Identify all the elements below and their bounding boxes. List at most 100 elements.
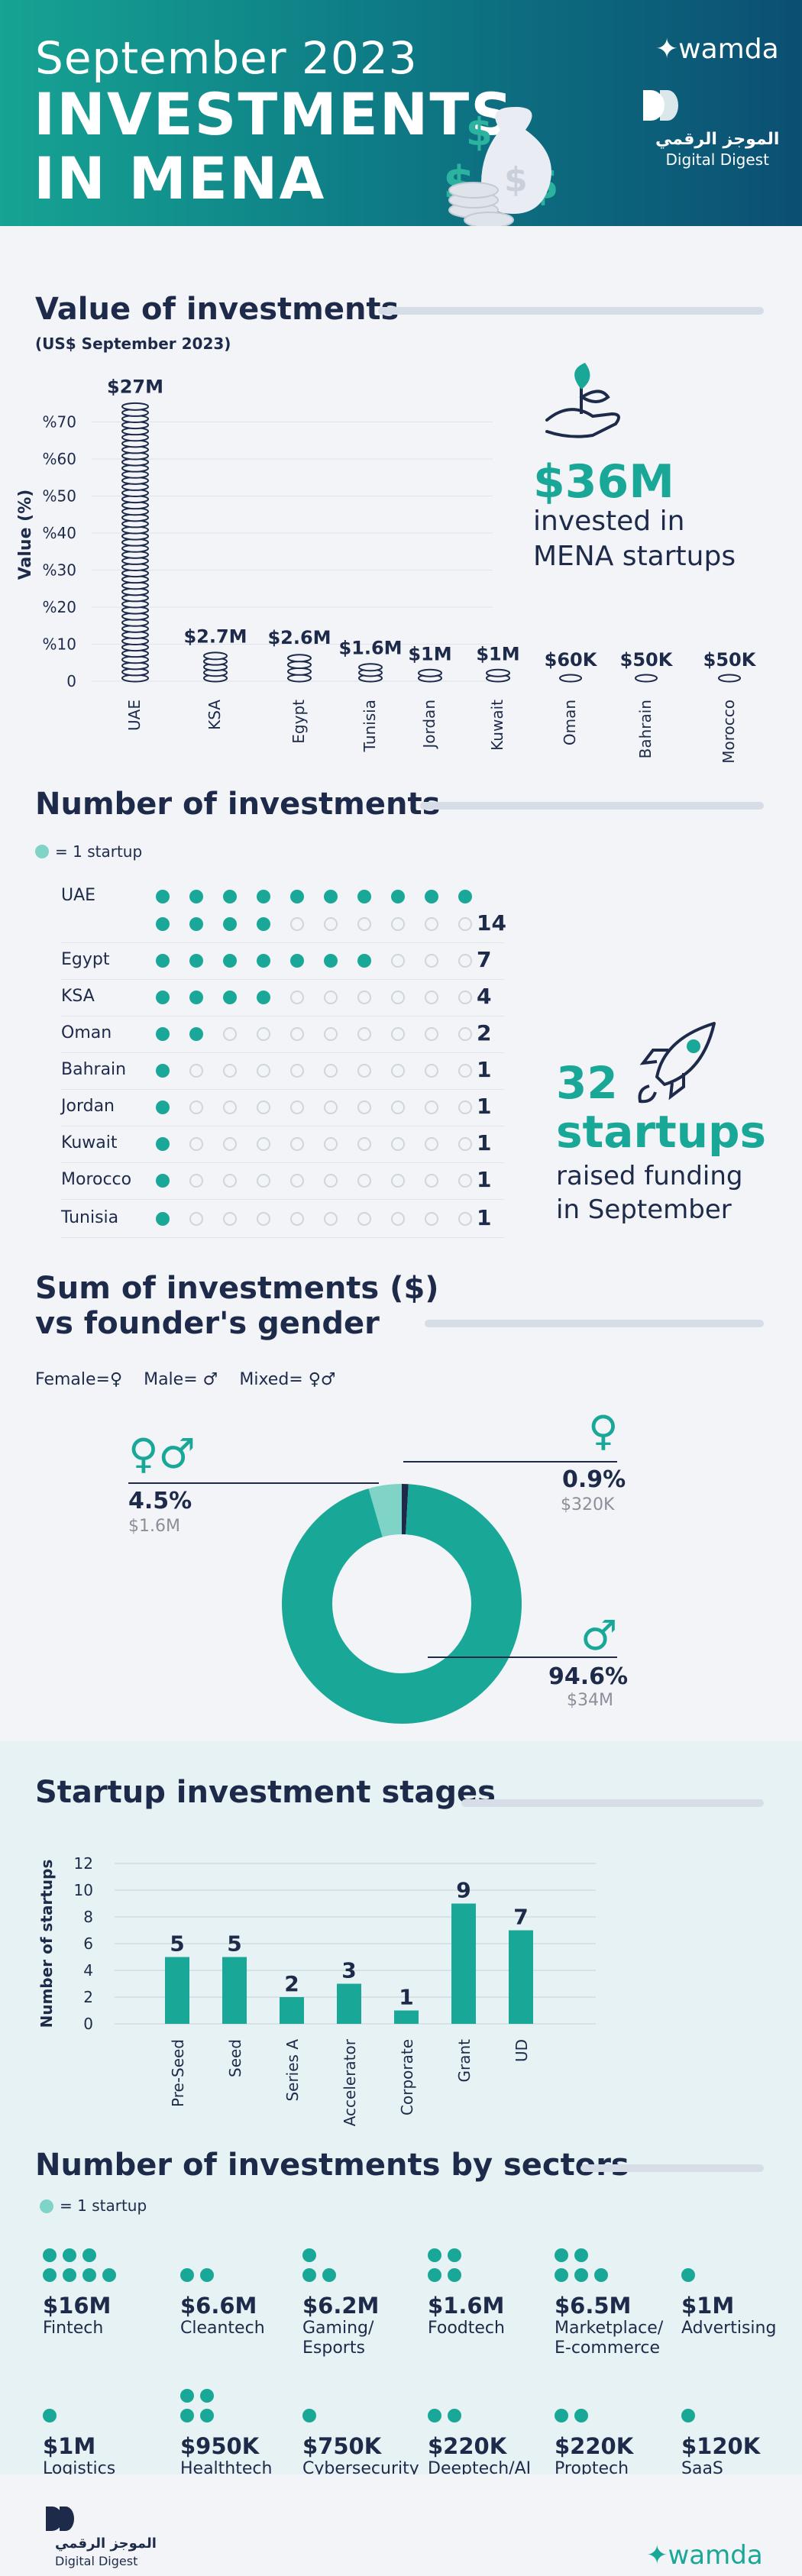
- number-row-label: Kuwait: [61, 1133, 118, 1152]
- value-callout-line1: invested in: [533, 506, 685, 537]
- stage-data-label: 2: [284, 1971, 299, 1996]
- sector-startup-dot: [555, 2248, 568, 2262]
- startup-dot-empty: [223, 1064, 237, 1078]
- coin-mark: [121, 402, 149, 411]
- sector-dots: [428, 2245, 505, 2288]
- stages-ytick-label: 2: [83, 1988, 93, 2006]
- startup-dot-empty: [391, 1137, 405, 1151]
- value-ytick-label: %70: [43, 413, 76, 431]
- value-ytick-label: %60: [43, 450, 76, 468]
- startup-dot-empty: [223, 1101, 237, 1114]
- sector-startup-dot: [180, 2409, 194, 2422]
- sector-startup-dot: [428, 2409, 441, 2422]
- value-xtick-label: Jordan: [420, 700, 438, 750]
- stages-ytick-label: 8: [83, 1908, 93, 1926]
- sector-dots: [180, 2245, 265, 2288]
- male-amount: $34M: [567, 1691, 613, 1710]
- startup-dot-empty: [458, 917, 472, 931]
- startup-dot-empty: [324, 1137, 338, 1151]
- sector-name: Marketplace/: [555, 2319, 664, 2338]
- stage-data-label: 5: [170, 1931, 184, 1957]
- rocket-icon: [638, 1022, 716, 1104]
- sectors-section-divider: [580, 2164, 764, 2172]
- value-bar-uae: [121, 402, 149, 683]
- number-row-label: KSA: [61, 987, 95, 1006]
- startup-dot-filled: [189, 991, 203, 1004]
- startup-dot-filled: [156, 1101, 170, 1114]
- sector-startup-dot: [63, 2248, 76, 2262]
- sector-startup-dot: [574, 2409, 588, 2422]
- mixed-percent: 4.5%: [128, 1488, 192, 1514]
- startup-dot-empty: [425, 991, 438, 1004]
- value-bar-bahrain: [635, 674, 658, 683]
- startup-dot-empty: [324, 917, 338, 931]
- value-data-label: $1.6M: [338, 638, 402, 659]
- number-row-label: Jordan: [61, 1097, 115, 1116]
- stage-xtick-label: UD: [513, 2039, 531, 2062]
- sector-name: Gaming/: [302, 2319, 374, 2338]
- header-title: INVESTMENTS IN MENA: [34, 82, 514, 211]
- number-row-count: 4: [477, 984, 492, 1009]
- startup-dot-filled: [189, 890, 203, 903]
- sector-value: $950K: [180, 2433, 260, 2459]
- startup-dot-empty: [458, 1174, 472, 1188]
- stage-xtick-label: Grant: [455, 2039, 474, 2083]
- coin-mark: [718, 674, 741, 683]
- startup-dot-empty: [425, 1174, 438, 1188]
- sector-name: Foodtech: [428, 2319, 505, 2338]
- startup-dot-filled: [425, 890, 438, 903]
- startup-dot-empty: [391, 1212, 405, 1226]
- stages-section-divider: [461, 1799, 764, 1807]
- number-row-divider: [61, 979, 504, 980]
- stage-bar: [222, 1957, 247, 2024]
- stage-bar: [280, 1997, 304, 2024]
- money-bag-illustration-icon: $ $ $ $: [443, 107, 559, 226]
- number-row-label: UAE: [61, 886, 96, 905]
- startup-dot-filled: [156, 954, 170, 968]
- legend-mixed-label: Mixed=: [239, 1370, 303, 1389]
- startup-dot-empty: [458, 1101, 472, 1114]
- startup-dot-empty: [391, 1064, 405, 1078]
- sector-value: $6.6M: [180, 2293, 257, 2319]
- startup-dot-empty: [290, 1174, 304, 1188]
- sector-startup-dot: [180, 2389, 194, 2403]
- sector-name: Fintech: [43, 2319, 104, 2338]
- stage-xtick-label: Accelerator: [341, 2038, 359, 2126]
- dd-english-text: Digital Digest: [665, 150, 769, 169]
- stages-ytick-label: 4: [83, 1961, 93, 1980]
- svg-text:$: $: [504, 160, 528, 199]
- stage-xtick-label: Pre-Seed: [169, 2039, 187, 2107]
- sector-dots: [43, 2386, 115, 2429]
- female-gender-icon: ♀: [588, 1407, 619, 1455]
- value-bar-jordan: [418, 668, 442, 683]
- value-callout-amount: $36M: [533, 455, 674, 509]
- sector-startup-dot: [322, 2268, 336, 2282]
- number-row-label: Bahrain: [61, 1060, 127, 1079]
- startup-dot-filled: [189, 917, 203, 931]
- header-banner: September 2023 INVESTMENTS IN MENA ✦wamd…: [0, 0, 802, 226]
- stages-ytick-label: 6: [83, 1934, 93, 1953]
- startup-dot-empty: [257, 1174, 270, 1188]
- sector-dots: [681, 2386, 760, 2429]
- legend-male-label: Male=: [144, 1370, 198, 1389]
- startup-dot-filled: [189, 1027, 203, 1041]
- coin-mark: [287, 661, 312, 670]
- startup-dot-filled: [156, 917, 170, 931]
- coin-mark: [635, 674, 658, 683]
- sector-item: $6.6M Cleantech: [180, 2245, 265, 2338]
- number-row-label: Morocco: [61, 1170, 132, 1189]
- stage-bar: [394, 2010, 419, 2024]
- startup-dot-empty: [357, 1027, 371, 1041]
- sector-startup-dot: [428, 2268, 441, 2282]
- sector-item: $750K Cybersecurity: [302, 2386, 419, 2479]
- startup-dot-filled: [189, 954, 203, 968]
- number-row-divider: [61, 942, 504, 943]
- number-callout-line1: 32: [556, 1057, 618, 1109]
- startup-dot-filled: [223, 991, 237, 1004]
- sector-item: $1M Logistics: [43, 2386, 115, 2479]
- footer-dd-logo-icon: [46, 2507, 74, 2531]
- stage-data-label: 5: [227, 1931, 241, 1957]
- startup-dot-empty: [290, 1064, 304, 1078]
- footer-dd-arabic: الموجز الرقمي: [55, 2536, 157, 2552]
- sector-startup-dot: [302, 2268, 316, 2282]
